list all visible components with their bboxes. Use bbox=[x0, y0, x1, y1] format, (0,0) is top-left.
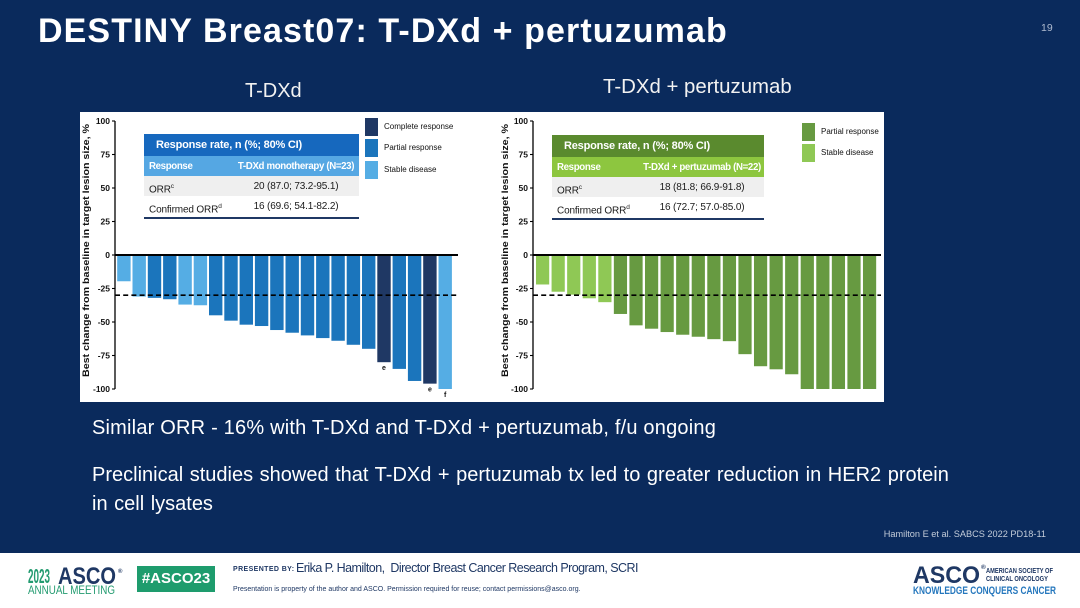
svg-text:-100: -100 bbox=[93, 384, 110, 394]
svg-text:0: 0 bbox=[523, 250, 528, 260]
svg-text:-25: -25 bbox=[98, 284, 111, 294]
svg-text:2023: 2023 bbox=[28, 566, 50, 588]
svg-text:25: 25 bbox=[101, 217, 111, 227]
svg-text:100: 100 bbox=[514, 116, 528, 126]
svg-text:f: f bbox=[444, 392, 447, 399]
svg-text:®: ® bbox=[981, 563, 986, 571]
svg-text:AMERICAN SOCIETY OF: AMERICAN SOCIETY OF bbox=[986, 566, 1053, 575]
svg-text:-75: -75 bbox=[98, 351, 111, 361]
svg-text:25: 25 bbox=[519, 217, 529, 227]
svg-text:-100: -100 bbox=[511, 384, 528, 394]
svg-text:-25: -25 bbox=[516, 284, 529, 294]
svg-text:75: 75 bbox=[101, 150, 111, 160]
svg-text:CLINICAL ONCOLOGY: CLINICAL ONCOLOGY bbox=[986, 574, 1048, 583]
svg-text:e: e bbox=[428, 387, 432, 394]
svg-text:®: ® bbox=[118, 568, 123, 575]
svg-text:ASCO: ASCO bbox=[913, 562, 980, 589]
svg-text:-50: -50 bbox=[516, 317, 529, 327]
svg-text:50: 50 bbox=[519, 183, 529, 193]
svg-text:e: e bbox=[382, 365, 386, 372]
svg-text:Best change from baseline in t: Best change from baseline in target lesi… bbox=[81, 123, 92, 377]
svg-text:0: 0 bbox=[105, 250, 110, 260]
svg-text:KNOWLEDGE CONQUERS CANCER: KNOWLEDGE CONQUERS CANCER bbox=[913, 585, 1056, 597]
svg-text:Best change from baseline in t: Best change from baseline in target lesi… bbox=[500, 123, 511, 377]
svg-text:ANNUAL MEETING: ANNUAL MEETING bbox=[28, 583, 115, 597]
svg-text:-50: -50 bbox=[98, 317, 111, 327]
svg-text:75: 75 bbox=[519, 150, 529, 160]
svg-text:ASCO: ASCO bbox=[58, 563, 116, 590]
svg-text:-75: -75 bbox=[516, 351, 529, 361]
svg-text:50: 50 bbox=[101, 183, 111, 193]
svg-text:100: 100 bbox=[96, 116, 110, 126]
